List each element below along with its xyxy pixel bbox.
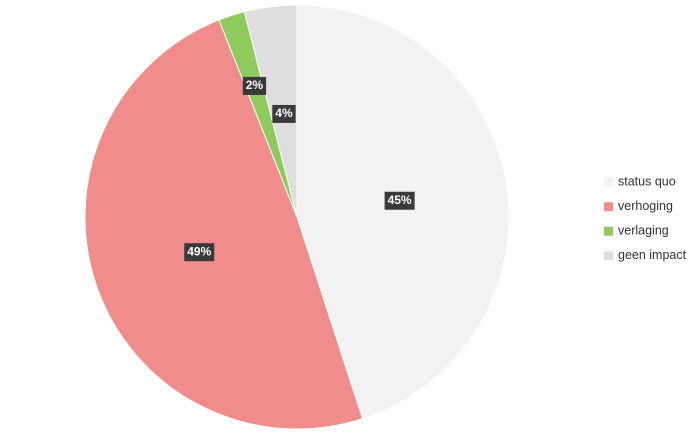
legend-swatch bbox=[604, 226, 613, 236]
pie-slice bbox=[296, 4, 510, 420]
value-label-box bbox=[242, 76, 267, 95]
value-label: 45% bbox=[388, 193, 412, 207]
legend-label: geen impact bbox=[618, 248, 687, 262]
pie-slice bbox=[84, 19, 364, 430]
value-label-box bbox=[272, 104, 296, 123]
pie-slice bbox=[243, 4, 298, 218]
legend-swatch bbox=[604, 177, 613, 187]
legend-label: verhoging bbox=[618, 199, 673, 213]
legend-swatch bbox=[604, 251, 613, 261]
value-label: 2% bbox=[246, 78, 264, 92]
value-label-box bbox=[384, 191, 415, 210]
value-label-group: 4% bbox=[272, 104, 296, 123]
value-label-group: 49% bbox=[184, 243, 215, 262]
value-label-group: 2% bbox=[242, 76, 267, 95]
legend-swatch bbox=[604, 202, 613, 212]
value-label: 4% bbox=[275, 106, 293, 120]
legend-label: verlaging bbox=[618, 224, 669, 238]
value-label: 49% bbox=[187, 244, 211, 258]
legend-label: status quo bbox=[618, 175, 676, 189]
value-label-group: 45% bbox=[384, 191, 415, 210]
value-label-box bbox=[184, 243, 215, 262]
